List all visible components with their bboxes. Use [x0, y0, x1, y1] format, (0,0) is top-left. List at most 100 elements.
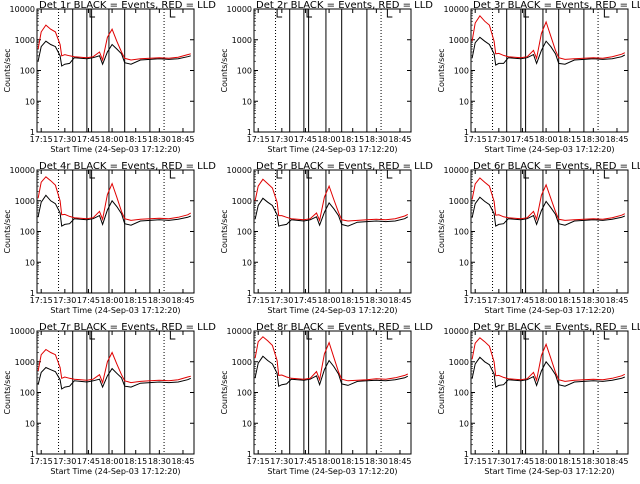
y-tick-label: 10 — [242, 97, 252, 106]
x-tick-label: 18:00 — [101, 457, 124, 466]
time-marker — [523, 331, 530, 340]
x-tick-label: 17:30 — [487, 135, 510, 144]
time-marker — [603, 170, 610, 179]
y-axis-title: Counts/sec — [3, 48, 12, 92]
y-tick-label: 10 — [25, 419, 35, 428]
y-tick-label: 1000 — [449, 358, 469, 367]
panel-title: Det 6r BLACK = Events, RED = LLD — [473, 161, 640, 172]
y-tick-label: 10 — [459, 97, 469, 106]
y-axis-title: Counts/sec — [437, 370, 446, 414]
y-tick-label: 10 — [242, 258, 252, 267]
x-tick-label: 18:30 — [148, 457, 171, 466]
time-marker — [89, 331, 96, 340]
y-tick-label: 1000 — [449, 197, 469, 206]
y-axis-title: Counts/sec — [220, 209, 229, 253]
y-tick-label: 10 — [459, 419, 469, 428]
x-tick-label: 17:15 — [247, 457, 270, 466]
time-marker — [603, 9, 610, 18]
x-tick-label: 18:45 — [171, 296, 194, 305]
panel-title: Det 3r BLACK = Events, RED = LLD — [473, 0, 640, 11]
lld-series-line — [471, 14, 626, 61]
time-marker — [169, 331, 176, 340]
events-series-line — [471, 356, 625, 388]
lld-series-line — [37, 176, 192, 222]
plot-frame — [470, 8, 629, 133]
x-axis-title: Start Time (24-Sep-03 17:12:20) — [267, 306, 397, 315]
y-tick-label: 100 — [20, 228, 35, 237]
x-tick-label: 18:15 — [558, 135, 581, 144]
x-tick-label: 17:15 — [247, 135, 270, 144]
y-tick-label: 10000 — [10, 5, 35, 14]
x-tick-label: 17:15 — [30, 135, 53, 144]
y-tick-label: 1000 — [232, 197, 252, 206]
y-tick-label: 100 — [454, 228, 469, 237]
x-tick-label: 18:15 — [124, 135, 147, 144]
y-tick-label: 1000 — [449, 36, 469, 45]
detector-panel: Det 7r BLACK = Events, RED = LLD 1 10 100 10… — [3, 322, 216, 476]
time-marker — [169, 170, 176, 179]
x-tick-label: 18:15 — [124, 296, 147, 305]
time-marker — [386, 331, 393, 340]
y-axis-title: Counts/sec — [437, 48, 446, 92]
x-tick-label: 18:00 — [535, 457, 558, 466]
y-tick-label: 10000 — [227, 327, 252, 336]
y-tick-label: 100 — [20, 67, 35, 76]
x-tick-label: 17:45 — [294, 457, 317, 466]
x-tick-label: 17:15 — [247, 296, 270, 305]
x-tick-label: 17:15 — [464, 457, 487, 466]
y-tick-label: 1 — [30, 450, 35, 459]
lld-series-line — [471, 337, 626, 383]
y-tick-label: 100 — [237, 67, 252, 76]
time-marker — [276, 170, 283, 179]
x-tick-label: 17:30 — [53, 296, 76, 305]
x-tick-label: 18:00 — [318, 296, 341, 305]
x-axis-title: Start Time (24-Sep-03 17:12:20) — [484, 306, 614, 315]
y-axis-title: Counts/sec — [220, 48, 229, 92]
x-tick-label: 18:45 — [388, 457, 411, 466]
panel-title: Det 9r BLACK = Events, RED = LLD — [473, 322, 640, 333]
x-tick-label: 18:30 — [365, 296, 388, 305]
x-tick-label: 17:45 — [77, 457, 100, 466]
x-tick-label: 17:15 — [464, 296, 487, 305]
panel-title: Det 8r BLACK = Events, RED = LLD — [256, 322, 433, 333]
y-tick-label: 10 — [25, 258, 35, 267]
x-tick-label: 18:30 — [582, 457, 605, 466]
x-tick-label: 17:30 — [487, 296, 510, 305]
x-tick-label: 18:45 — [388, 296, 411, 305]
lld-series-line — [37, 24, 191, 62]
detector-panel: Det 9r BLACK = Events, RED = LLD 1 10 100 10… — [437, 322, 640, 476]
panel-title: Det 2r BLACK = Events, RED = LLD — [256, 0, 433, 11]
plot-frame — [470, 330, 629, 455]
y-axis-title: Counts/sec — [3, 209, 12, 253]
detector-panel: Det 4r BLACK = Events, RED = LLD 1 10 100 10… — [3, 161, 216, 315]
x-axis-title: Start Time (24-Sep-03 17:12:20) — [484, 145, 614, 154]
y-axis-title: Counts/sec — [3, 370, 12, 414]
x-tick-label: 18:45 — [605, 135, 628, 144]
x-tick-label: 18:45 — [388, 135, 411, 144]
y-tick-label: 1000 — [232, 36, 252, 45]
plot-frame — [36, 330, 195, 455]
y-tick-label: 10000 — [444, 327, 469, 336]
y-tick-label: 10000 — [227, 166, 252, 175]
y-tick-label: 10 — [25, 97, 35, 106]
x-tick-label: 17:45 — [77, 135, 100, 144]
x-axis-title: Start Time (24-Sep-03 17:12:20) — [484, 467, 614, 476]
y-tick-label: 1 — [464, 128, 469, 137]
x-tick-label: 18:00 — [101, 135, 124, 144]
plot-frame — [253, 169, 412, 294]
time-marker — [89, 170, 96, 179]
x-tick-label: 18:15 — [341, 135, 364, 144]
time-marker — [386, 9, 393, 18]
y-tick-label: 10000 — [10, 166, 35, 175]
x-axis-title: Start Time (24-Sep-03 17:12:20) — [50, 145, 180, 154]
y-tick-label: 10000 — [444, 166, 469, 175]
events-series-line — [254, 355, 409, 387]
events-series-line — [471, 36, 626, 66]
x-tick-label: 18:00 — [101, 296, 124, 305]
y-tick-label: 10000 — [10, 327, 35, 336]
x-tick-label: 17:15 — [30, 296, 53, 305]
plot-frame — [470, 169, 629, 294]
x-axis-title: Start Time (24-Sep-03 17:12:20) — [267, 467, 397, 476]
y-tick-label: 10000 — [227, 5, 252, 14]
time-marker — [306, 170, 313, 179]
